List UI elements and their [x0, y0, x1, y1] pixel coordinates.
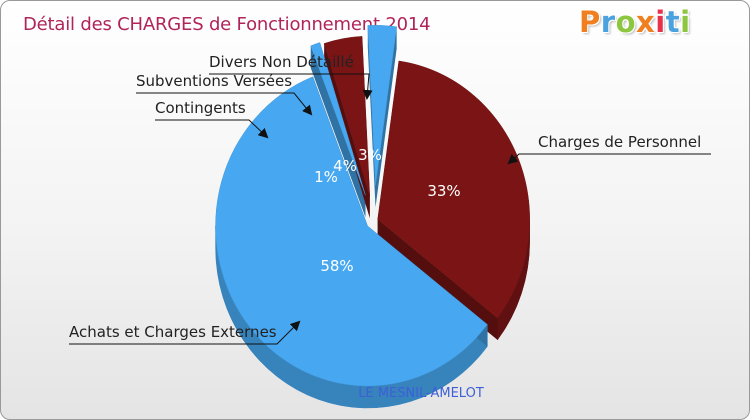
slice-percent-label: 58%: [320, 257, 353, 275]
logo-letter: x: [636, 5, 656, 39]
pie-slice: [310, 42, 366, 196]
slice-category-label: Charges de Personnel: [538, 133, 701, 151]
leader-line: [155, 119, 269, 139]
slice-percent-label: 1%: [314, 168, 338, 186]
pie-slice-wall: [367, 25, 376, 208]
leader-line: [507, 153, 711, 165]
commune-name: LE MESNIL-AMELOT: [358, 386, 484, 401]
logo-letter: i: [680, 5, 691, 39]
slice-category-label: Divers Non Détaillé: [209, 53, 354, 71]
slice-percent-label: 3%: [358, 146, 382, 164]
chart-title: Détail des CHARGES de Fonctionnement 201…: [23, 14, 431, 35]
pie-slice: [323, 36, 371, 197]
logo-letter: t: [665, 5, 681, 39]
slice-category-label: Contingents: [155, 99, 246, 117]
pie-slice: [367, 24, 397, 186]
pie-slice: [377, 60, 530, 319]
logo-letter: r: [600, 5, 616, 39]
slice-percent-label: 4%: [333, 157, 357, 175]
pie-slice-wall: [310, 45, 366, 218]
logo-letter: i: [655, 5, 666, 39]
pie-slice: [215, 76, 488, 387]
slice-category-label: Achats et Charges Externes: [69, 323, 277, 341]
logo-letter: o: [615, 5, 637, 39]
slice-percent-label: 33%: [427, 182, 460, 200]
pie-slice-wall: [375, 26, 397, 208]
leader-line: [69, 320, 301, 345]
slice-category-label: Subventions Versées: [136, 72, 292, 90]
logo-letter: P: [579, 5, 601, 39]
proxiti-logo: Proxiti: [579, 5, 691, 39]
leader-line: [209, 73, 373, 100]
leader-line: [136, 92, 313, 116]
